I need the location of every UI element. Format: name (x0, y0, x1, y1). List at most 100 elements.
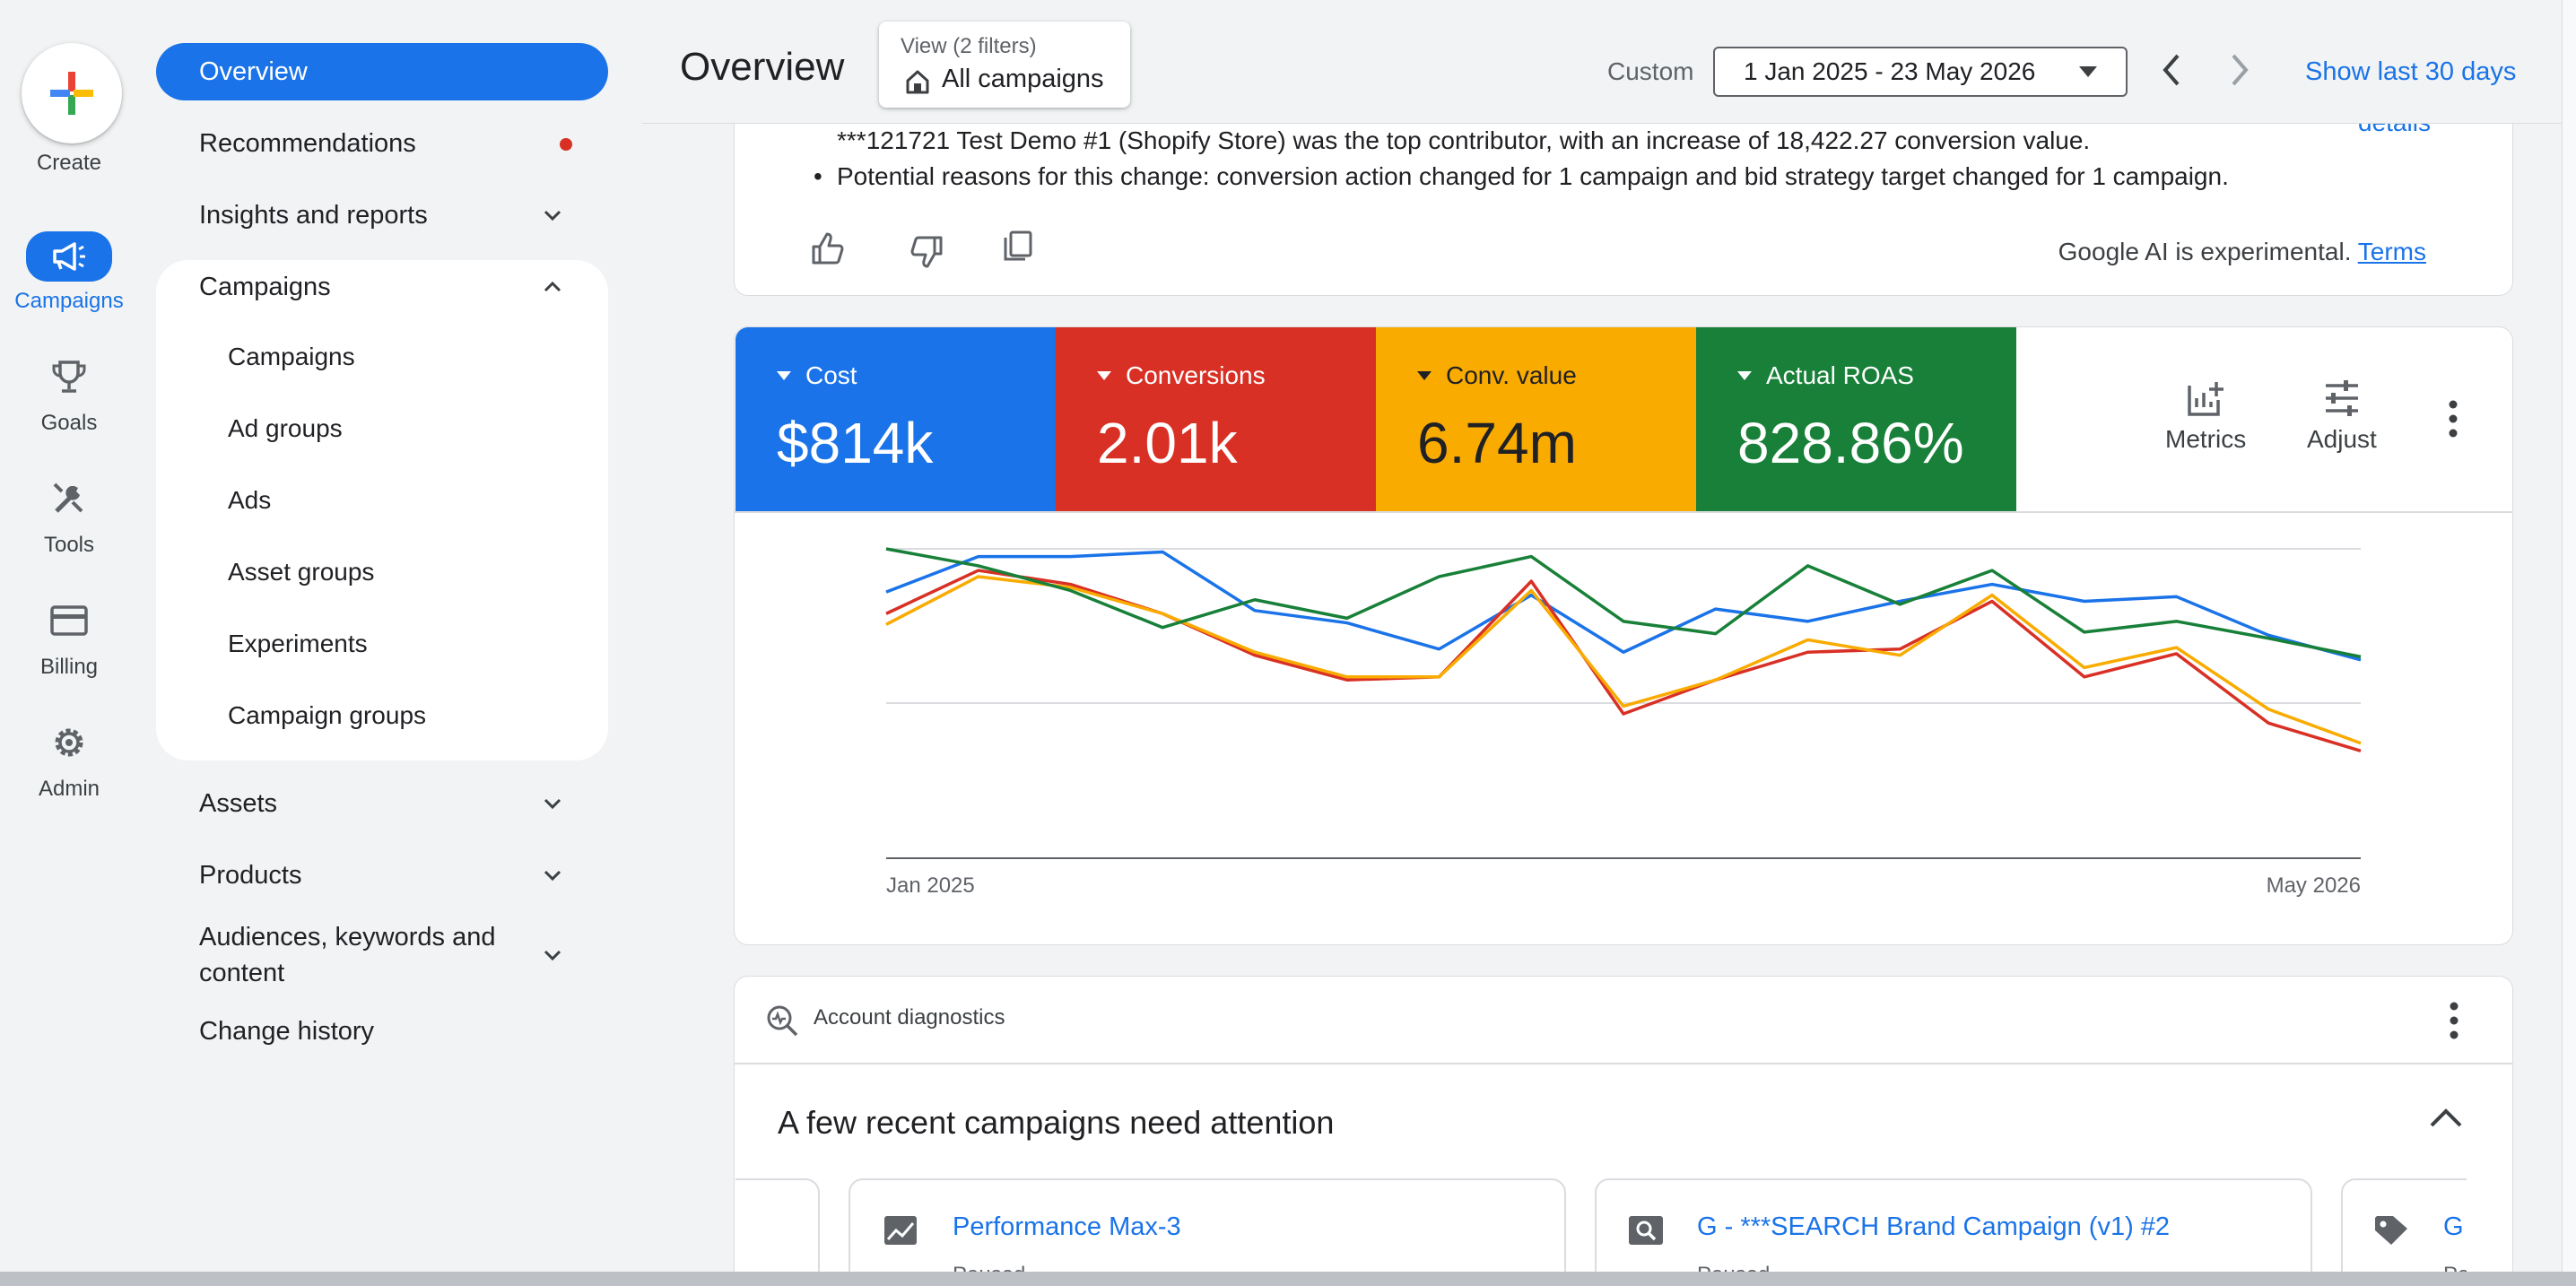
subnav-asset-groups[interactable]: Asset groups (228, 558, 375, 586)
sidebar-item-label: Insights and reports (199, 200, 428, 230)
performance-line-chart: Jan 2025 May 2026 (885, 547, 2362, 898)
diagnostics-heading: A few recent campaigns need attention (778, 1104, 1335, 1141)
sidebar-item-label: content (199, 959, 285, 987)
campaign-card-partial-right[interactable]: G Pa (2341, 1178, 2467, 1286)
next-period-icon[interactable] (2226, 52, 2253, 88)
rail-billing-label[interactable]: Billing (39, 655, 99, 679)
metric-value: 828.86% (1737, 411, 1964, 475)
campaign-card-partial-left[interactable] (735, 1178, 820, 1286)
sidebar-item-label: Audiences, keywords and (199, 923, 496, 951)
rail-admin-label[interactable]: Admin (38, 777, 100, 801)
subnav-ad-groups[interactable]: Ad groups (228, 414, 343, 442)
metric-name: Cost (805, 361, 857, 389)
sidebar-item-insights[interactable]: Insights and reports (156, 187, 608, 244)
triangle-down-icon (1417, 371, 1432, 380)
sidebar-item-audiences[interactable]: Audiences, keywords and content (156, 915, 608, 995)
gear-icon (55, 728, 83, 757)
campaign-card[interactable]: Performance Max-3 Paused (849, 1178, 1566, 1286)
date-range-selector[interactable]: 1 Jan 2025 - 23 May 2026 (1713, 47, 2128, 97)
copy-icon[interactable] (1000, 229, 1036, 265)
triangle-down-icon (1737, 371, 1752, 380)
create-button[interactable] (22, 43, 122, 143)
metric-name: Conversions (1126, 361, 1266, 389)
sidebar-item-recommendations[interactable]: Recommendations (156, 115, 608, 172)
search-icon (1629, 1216, 1663, 1245)
metrics-label: Metrics (2165, 425, 2247, 453)
metric-tile-conversions[interactable]: Conversions 2.01k (1056, 327, 1376, 512)
chart-icon (884, 1216, 917, 1245)
sidebar-item-label: Recommendations (199, 128, 416, 158)
horizontal-scrollbar[interactable] (0, 1272, 2576, 1286)
view-filter-selector[interactable]: View (2 filters) All campaigns (879, 22, 1130, 108)
add-chart-icon (2188, 382, 2224, 416)
chevron-down-icon (544, 210, 561, 222)
adjust-label: Adjust (2307, 425, 2377, 453)
vertical-scrollbar[interactable] (2562, 0, 2576, 1272)
divider (735, 1063, 2512, 1064)
campaign-name-link[interactable]: Performance Max-3 (953, 1212, 1181, 1241)
series-line-actual-roas (885, 547, 2362, 659)
terms-link[interactable]: Terms (2357, 238, 2426, 265)
bullet: • (814, 162, 822, 190)
tools-icon (53, 482, 83, 513)
sidebar-item-overview[interactable]: Overview (156, 43, 608, 100)
sidebar-item-assets[interactable]: Assets (156, 775, 608, 832)
chevron-down-icon (544, 950, 561, 961)
ai-disclaimer: Google AI is experimental. Terms (2058, 238, 2426, 266)
thumbs-up-icon[interactable] (810, 230, 846, 266)
show-last-30-days-link[interactable]: Show last 30 days (2305, 57, 2517, 86)
metric-tile-actual-roas[interactable]: Actual ROAS 828.86% (1696, 327, 2016, 512)
plus-icon (50, 72, 93, 115)
rail-admin[interactable] (33, 721, 105, 764)
trophy-icon (52, 361, 86, 393)
insight-line-2: Potential reasons for this change: conve… (837, 162, 2229, 190)
sidebar-item-products[interactable]: Products (156, 847, 608, 904)
metric-name: Actual ROAS (1766, 361, 1914, 389)
metric-tile-conv-value[interactable]: Conv. value 6.74m (1376, 327, 1696, 512)
sidebar-item-label: Change history (199, 1016, 375, 1046)
subnav-experiments[interactable]: Experiments (228, 630, 368, 657)
custom-label: Custom (1607, 57, 1694, 85)
diagnostics-title: Account diagnostics (814, 1005, 1005, 1030)
rail-campaigns-label[interactable]: Campaigns (14, 289, 124, 313)
thumbs-down-icon[interactable] (909, 234, 944, 270)
more-vert-icon[interactable] (2441, 398, 2465, 439)
rail-campaigns[interactable] (26, 231, 112, 282)
view-value: All campaigns (942, 65, 1104, 93)
rail-goals-label[interactable]: Goals (40, 411, 98, 435)
series-line-cost (885, 550, 2362, 662)
sidebar-item-change-history[interactable]: Change history (156, 1003, 608, 1060)
x-tick-label: May 2026 (2267, 873, 2361, 898)
subnav-campaign-groups[interactable]: Campaign groups (228, 701, 427, 729)
prev-period-icon[interactable] (2158, 52, 2185, 88)
sidebar-item-label: Campaigns (199, 272, 331, 301)
campaign-card[interactable]: G - ***SEARCH Brand Campaign (v1) #2 Pau… (1595, 1178, 2312, 1286)
page-title: Overview (680, 45, 845, 89)
metrics-button[interactable]: Metrics (2165, 377, 2246, 454)
campaign-name-link[interactable]: G (2443, 1212, 2464, 1241)
subnav-campaigns[interactable]: Campaigns (228, 343, 355, 370)
rail-tools[interactable] (33, 477, 105, 520)
campaign-name-link[interactable]: G - ***SEARCH Brand Campaign (v1) #2 (1697, 1212, 2171, 1241)
rail-goals[interactable] (33, 355, 105, 398)
adjust-button[interactable]: Adjust (2307, 377, 2377, 454)
tune-icon (2325, 380, 2358, 416)
metric-tile-cost[interactable]: Cost $814k (735, 327, 1056, 512)
date-range-value: 1 Jan 2025 - 23 May 2026 (1744, 57, 2036, 85)
chevron-up-icon[interactable] (2428, 1104, 2464, 1131)
rail-tools-label[interactable]: Tools (43, 533, 95, 557)
rail-billing[interactable] (33, 599, 105, 642)
metric-value: 2.01k (1097, 411, 1238, 475)
insight-line-1: ***121721 Test Demo #1 (Shopify Store) w… (837, 126, 2091, 154)
sidebar-item-label: Products (199, 860, 302, 890)
x-tick-label: Jan 2025 (886, 873, 975, 898)
ai-disclaimer-text: Google AI is experimental. (2058, 238, 2352, 265)
create-label: Create (36, 151, 102, 175)
metric-name: Conv. value (1446, 361, 1577, 389)
metric-value: $814k (777, 411, 934, 475)
chevron-up-icon (544, 281, 561, 292)
credit-card-icon (50, 605, 88, 636)
subnav-ads[interactable]: Ads (228, 486, 272, 514)
more-vert-icon[interactable] (2442, 1000, 2466, 1041)
sidebar-item-campaigns[interactable]: Campaigns (156, 258, 608, 316)
